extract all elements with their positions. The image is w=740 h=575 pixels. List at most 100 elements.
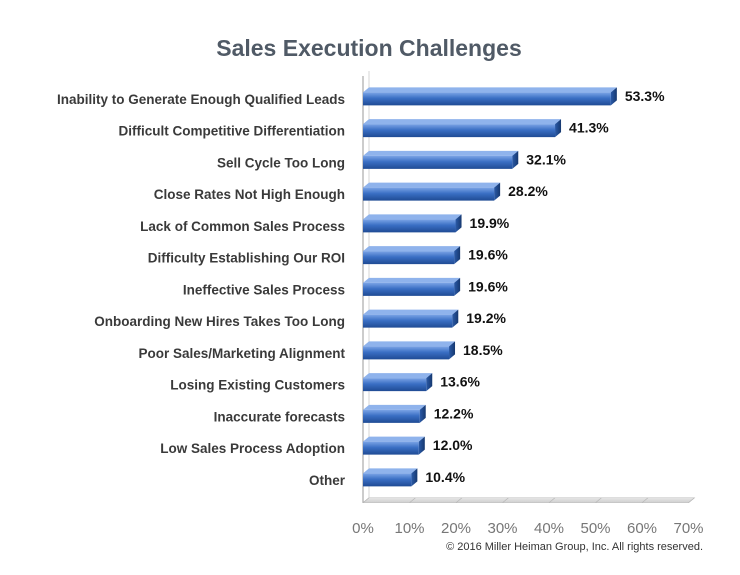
bar-top-face <box>363 119 562 125</box>
bar <box>363 214 462 233</box>
value-labels: 53.3% 41.3%32.1% 28.2% 19.9% 19.6% 19.6% 19.2%… <box>425 88 665 485</box>
category-label: Inability to Generate Enough Qualified L… <box>57 92 345 107</box>
value-label: 19.6% <box>468 247 508 263</box>
value-label: 12.0% <box>433 437 473 453</box>
bar-front-face <box>363 378 427 392</box>
bar <box>363 87 617 106</box>
bar <box>363 246 461 265</box>
bar-end-cap <box>512 150 519 169</box>
category-label: Sell Cycle Too Long <box>217 155 345 170</box>
x-tick-mark <box>409 497 416 504</box>
bar-end-cap <box>494 182 501 201</box>
bar-front-face <box>363 282 455 296</box>
value-label: 32.1% <box>526 151 566 167</box>
value-label: 18.5% <box>463 342 503 358</box>
bar <box>363 404 426 423</box>
x-tick-label: 40% <box>534 520 564 537</box>
bar <box>363 182 501 201</box>
bar <box>363 436 425 455</box>
value-label: 13.6% <box>440 374 480 390</box>
bar <box>363 341 456 360</box>
copyright-text: © 2016 Miller Heiman Group, Inc. All rig… <box>446 541 703 553</box>
bar-front-face <box>363 187 495 201</box>
x-tick-label: 70% <box>673 520 703 537</box>
category-label: Ineffective Sales Process <box>183 282 345 297</box>
bar-end-cap <box>426 373 433 392</box>
bar-top-face <box>363 246 461 252</box>
bar-end-cap <box>610 87 617 106</box>
bar-front-face <box>363 219 456 233</box>
category-label: Poor Sales/Marketing Alignment <box>138 346 345 361</box>
value-label: 12.2% <box>434 405 474 421</box>
bar <box>363 277 461 296</box>
x-tick-label: 50% <box>580 520 610 537</box>
bar-front-face <box>363 251 455 265</box>
category-label: Onboarding New Hires Takes Too Long <box>94 314 345 329</box>
bar-top-face <box>363 182 501 188</box>
x-tick-label: 0% <box>352 520 374 537</box>
category-label: Other <box>309 473 346 488</box>
value-label: 41.3% <box>569 120 609 136</box>
x-tick-label: 20% <box>441 520 471 537</box>
bar <box>363 373 433 392</box>
category-labels: Inability to Generate Enough Qualified L… <box>57 92 346 488</box>
bar-top-face <box>363 277 461 283</box>
bar-top-face <box>363 341 456 347</box>
chart-title: Sales Execution Challenges <box>216 35 522 61</box>
category-label: Difficulty Establishing Our ROI <box>148 251 345 266</box>
x-tick-label: 30% <box>487 520 517 537</box>
bar <box>363 150 519 169</box>
x-tick-mark <box>362 497 370 504</box>
category-label: Low Sales Process Adoption <box>160 441 345 456</box>
x-tick-mark <box>548 497 556 504</box>
category-label: Inaccurate forecasts <box>214 409 345 424</box>
bar-front-face <box>363 473 412 487</box>
bar-top-face <box>363 87 617 93</box>
bar-front-face <box>363 409 420 423</box>
x-tick-mark <box>688 497 695 504</box>
x-tick-label: 10% <box>394 520 424 537</box>
value-label: 28.2% <box>508 183 548 199</box>
bar-top-face <box>363 436 425 442</box>
x-tick-label: 60% <box>627 520 657 537</box>
x-tick-mark <box>595 497 602 504</box>
bar-front-face <box>363 92 611 106</box>
category-label: Lack of Common Sales Process <box>140 219 345 234</box>
bars-group <box>363 87 617 487</box>
bar-end-cap <box>419 404 426 423</box>
bar-front-face <box>363 314 453 328</box>
x-axis-ticks: 0% 10% 20% 30% 40% 50% 60% 70% <box>352 497 704 537</box>
bar-end-cap <box>555 119 562 138</box>
bar-end-cap <box>454 246 461 265</box>
x-tick-mark <box>641 497 649 504</box>
bar <box>363 119 562 138</box>
value-label: 19.9% <box>470 215 510 231</box>
category-label: Difficult Competitive Differentiation <box>118 124 345 139</box>
category-label: Losing Existing Customers <box>170 378 345 393</box>
bar-top-face <box>363 214 462 220</box>
value-label: 19.6% <box>468 278 508 294</box>
bar-top-face <box>363 468 418 474</box>
value-label: 10.4% <box>425 469 465 485</box>
bar <box>363 468 418 487</box>
bar-end-cap <box>455 214 462 233</box>
bar-front-face <box>363 441 419 455</box>
bar-end-cap <box>418 436 425 455</box>
value-label: 53.3% <box>625 88 665 104</box>
bar-end-cap <box>452 309 459 328</box>
bar-front-face <box>363 346 450 360</box>
value-label: 19.2% <box>466 310 506 326</box>
bar-end-cap <box>449 341 456 360</box>
bar <box>363 309 459 328</box>
x-tick-mark <box>502 497 509 504</box>
bar-top-face <box>363 309 459 315</box>
bar-top-face <box>363 150 519 156</box>
bar-front-face <box>363 124 556 138</box>
bar-front-face <box>363 155 513 169</box>
bar-top-face <box>363 373 433 379</box>
x-tick-mark <box>455 497 463 504</box>
category-label: Close Rates Not High Enough <box>154 187 345 202</box>
bar-end-cap <box>411 468 418 487</box>
bar-top-face <box>363 404 426 410</box>
